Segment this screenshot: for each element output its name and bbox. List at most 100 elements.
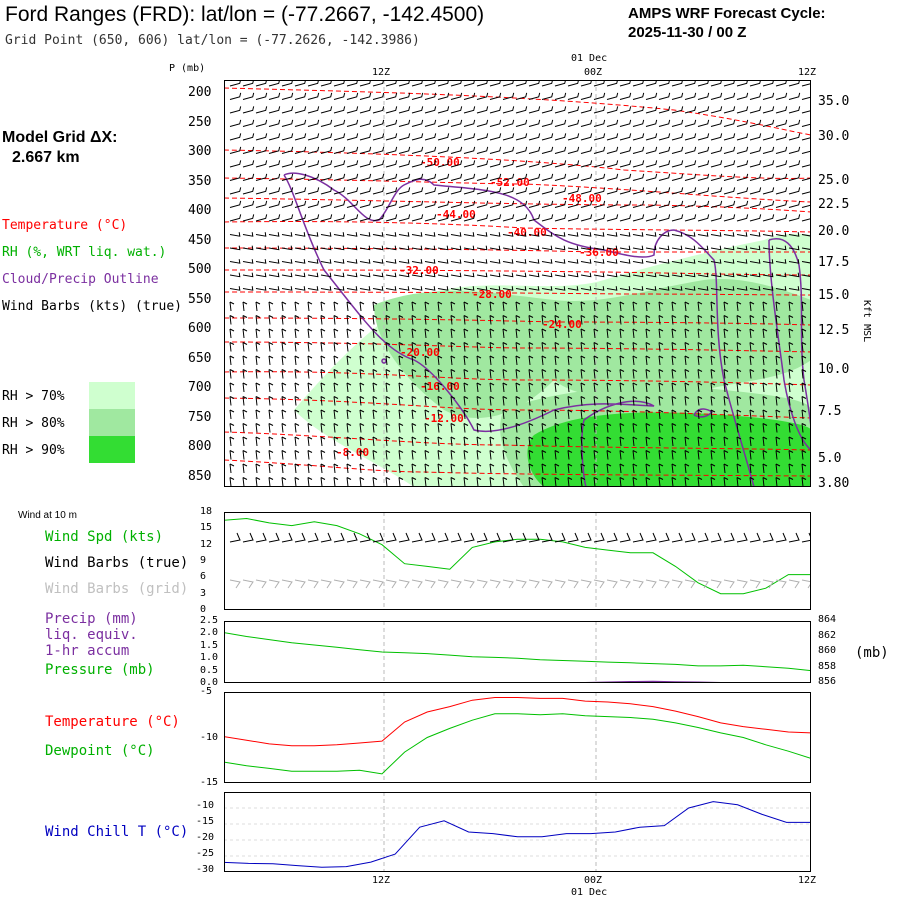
wind-barb — [762, 146, 775, 154]
wind-barb — [775, 214, 788, 222]
wind-barb — [567, 200, 580, 208]
wind-barb — [788, 423, 794, 433]
wind-barb — [671, 245, 683, 251]
wind-barb — [333, 160, 346, 168]
wind-barb — [476, 259, 488, 264]
wind-barb — [801, 110, 811, 114]
wind-barb — [359, 342, 365, 352]
wind-barb — [710, 259, 722, 264]
wind-barb — [658, 245, 670, 251]
wind-barb — [476, 436, 482, 447]
wind-barb — [749, 160, 762, 168]
surface-barb-grid — [593, 579, 605, 589]
wind-barb — [762, 301, 768, 312]
wind-barb — [567, 92, 580, 100]
wind-barb — [697, 106, 710, 114]
wind10m-label: Wind at 10 m — [18, 510, 77, 521]
wind-barb — [697, 146, 710, 154]
wind-barb — [671, 342, 677, 352]
wind-barb — [671, 272, 683, 278]
wind-barb — [333, 200, 346, 208]
wind-barb — [528, 409, 534, 420]
wind-barb — [723, 160, 736, 168]
wind-barb — [801, 137, 811, 141]
wind-barb — [593, 423, 599, 433]
wind-barb — [255, 259, 267, 264]
axis-tick-label: -15 — [196, 816, 215, 827]
wind-barb — [333, 396, 339, 406]
forecast-cycle-date: 2025-11-30 / 00 Z — [628, 24, 747, 41]
wind-barb — [281, 382, 287, 393]
surface-barb-grid — [502, 579, 514, 589]
wind-barb — [294, 187, 307, 195]
wind-barb — [268, 160, 281, 168]
wind-barb — [307, 477, 313, 487]
wind-barb — [424, 214, 437, 222]
wind-barb — [580, 342, 586, 352]
wind-barb — [281, 450, 287, 460]
wind-barb — [788, 146, 801, 154]
wind-barb — [697, 409, 703, 420]
axis-tick-label: 6 — [200, 571, 207, 583]
wind-barb — [489, 272, 501, 278]
wind-barb — [593, 342, 599, 352]
wind-barb — [359, 245, 371, 251]
wind-barb — [489, 245, 501, 251]
wind-barb — [710, 160, 723, 168]
surface-barb-true — [606, 532, 618, 543]
wind-barb — [359, 450, 365, 460]
wind-barb — [684, 409, 690, 420]
wind-barb — [489, 146, 502, 154]
wind-barb — [762, 328, 768, 339]
wind-barb — [658, 259, 670, 264]
wind-barb — [580, 272, 592, 278]
surface-barb-true — [320, 532, 332, 543]
wind-barb — [671, 369, 677, 379]
wind-barb — [242, 106, 255, 114]
wind-barb — [762, 133, 775, 141]
wind-barb — [255, 272, 267, 278]
height-tick-label: 17.5 — [818, 255, 850, 270]
wind-barb — [528, 355, 534, 366]
wind-barb — [710, 133, 723, 141]
wind-barb — [359, 328, 365, 339]
wind-barb — [528, 259, 540, 264]
surface-barb-grid — [645, 579, 657, 589]
wind-barb — [775, 245, 787, 251]
axis-tick-label: -20 — [196, 832, 215, 843]
wind-barb — [554, 286, 566, 291]
wind-barb — [463, 450, 469, 460]
wind-barb — [229, 173, 242, 181]
wind-barb — [541, 382, 547, 393]
wind-barb — [281, 146, 294, 154]
wind-barb — [294, 423, 300, 433]
wind-barb — [372, 173, 385, 181]
wind-barb — [476, 200, 489, 208]
wind-barb — [411, 382, 417, 393]
wind-barb — [359, 146, 372, 154]
wind-barb — [502, 423, 508, 433]
wind-barb — [580, 214, 593, 222]
wind-barb — [372, 92, 385, 100]
wind-barb — [632, 423, 638, 433]
wind-barb — [684, 160, 697, 168]
wind-barb — [437, 409, 443, 420]
dewpoint-line — [224, 713, 811, 775]
wind-barb — [658, 369, 664, 379]
wind-barb — [658, 173, 671, 181]
precip-label-3: 1-hr accum — [45, 643, 130, 659]
wind-barb — [281, 477, 287, 487]
wind-barb — [333, 301, 339, 312]
wind-barb — [710, 92, 723, 100]
wind-barb — [645, 119, 658, 127]
height-tick-label: 7.5 — [818, 404, 842, 419]
wind-barb — [671, 409, 677, 420]
wind-barb — [372, 160, 385, 168]
wind-barb — [567, 259, 579, 264]
wind-barb — [307, 355, 313, 366]
wind-barb — [606, 133, 619, 141]
wind-barb — [606, 272, 618, 278]
wind-barb — [801, 123, 811, 127]
wind-barb — [762, 173, 775, 181]
wind-barb — [671, 106, 684, 114]
